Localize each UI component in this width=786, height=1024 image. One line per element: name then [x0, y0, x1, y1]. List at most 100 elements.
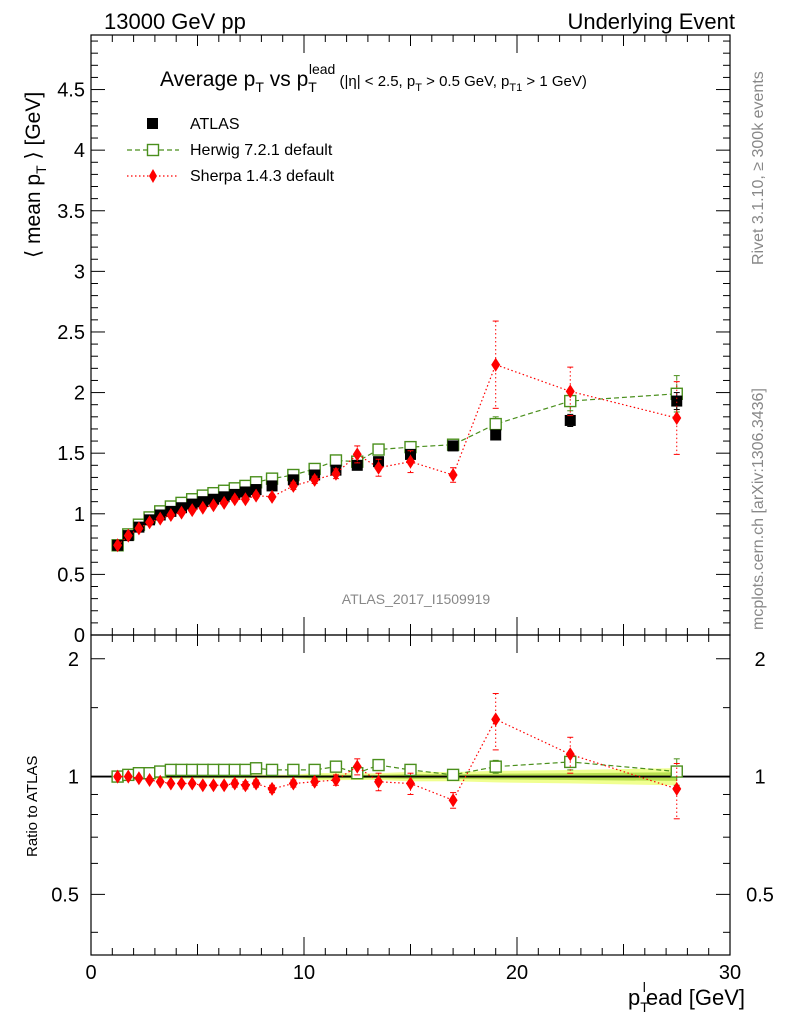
legend-entry-sherpa: Sherpa 1.4.3 default	[127, 168, 335, 185]
point-sherpa	[177, 776, 187, 791]
xtick-label: 0	[85, 962, 96, 984]
point-herwig	[164, 763, 178, 777]
point-herwig	[217, 763, 231, 777]
point-herwig	[372, 443, 385, 456]
point-sherpa	[145, 772, 155, 787]
point-sherpa	[219, 778, 229, 793]
point-sherpa	[134, 521, 144, 536]
ratio-ytick-label: 0.5	[51, 884, 79, 906]
main-x-axis	[90, 35, 731, 635]
ratio-y-axis: 0.5 0.5 1 1 2 2	[51, 649, 774, 933]
main-series-layer	[111, 320, 683, 553]
point-sherpa	[219, 495, 229, 510]
xlabel-sup: l	[643, 979, 646, 995]
xtick-label: 20	[506, 962, 528, 984]
point-sherpa	[240, 492, 250, 507]
series-atlas	[112, 392, 683, 551]
point-herwig	[329, 454, 343, 467]
main-ytick-label: 1	[74, 504, 85, 526]
main-ylabel-post: ⟩ [GeV]	[22, 92, 45, 166]
point-sherpa	[491, 712, 501, 727]
main-ylabel-pre: ⟨ mean p	[22, 174, 45, 258]
point-atlas	[266, 480, 278, 492]
xlabel-sub: T	[640, 999, 649, 1015]
point-sherpa	[672, 781, 682, 796]
point-sherpa	[208, 778, 218, 793]
point-atlas	[405, 448, 416, 460]
title-sub1: T	[255, 79, 264, 95]
rivet-label: Rivet 3.1.10, ≥ 300k events	[750, 71, 767, 265]
point-atlas	[351, 459, 363, 471]
main-y-axis: 0 0.5 1 1.5 2 2.5 3 3.5 4 4.5	[57, 40, 730, 647]
series-sherpa	[113, 320, 682, 553]
xlabel-post: ead [GeV]	[646, 985, 745, 1010]
series-sherpa	[113, 693, 682, 820]
ratio-ytick-label-right: 1	[754, 767, 765, 789]
point-sherpa	[672, 411, 682, 426]
legend-label-atlas: ATLAS	[190, 116, 240, 133]
main-ytick-label: 4.5	[57, 80, 85, 102]
main-ytick-label: 0.5	[57, 564, 85, 586]
point-herwig	[446, 768, 460, 782]
main-ytick-label: 3	[74, 261, 85, 283]
xlabel-pre: p	[628, 985, 640, 1010]
point-sherpa	[491, 357, 501, 372]
legend-label-herwig: Herwig 7.2.1 default	[190, 142, 333, 159]
point-sherpa	[288, 478, 298, 493]
title-cuts-sub-a: T	[415, 82, 422, 94]
analysis-id-label: ATLAS_2017_I1509919	[342, 591, 491, 607]
ratio-x-axis: 0 10 20 30	[85, 635, 741, 984]
point-sherpa	[123, 528, 133, 543]
point-herwig	[308, 763, 321, 777]
point-atlas	[239, 486, 251, 498]
point-sherpa	[352, 759, 362, 774]
point-sherpa	[230, 492, 240, 507]
point-herwig	[207, 763, 220, 777]
point-sherpa	[448, 468, 458, 482]
ratio-ytick-label-right: 2	[754, 649, 765, 671]
point-herwig	[265, 763, 279, 777]
legend-marker-sherpa	[149, 169, 157, 183]
point-sherpa	[134, 771, 144, 786]
point-herwig	[249, 762, 263, 775]
point-atlas	[564, 414, 576, 426]
legend-entry-atlas: ATLAS	[147, 116, 240, 133]
point-sherpa	[208, 498, 218, 513]
point-sherpa	[331, 772, 341, 787]
point-sherpa	[565, 384, 575, 399]
xtick-label: 30	[719, 962, 741, 984]
point-sherpa	[374, 460, 384, 475]
ratio-ylabel: Ratio to ATLAS	[24, 756, 41, 857]
point-sherpa	[123, 769, 133, 784]
main-ytick-label: 3.5	[57, 201, 85, 223]
point-sherpa	[406, 776, 415, 791]
main-ylabel-sub: T	[33, 165, 49, 174]
point-herwig	[228, 763, 241, 777]
point-sherpa	[288, 776, 298, 791]
point-sherpa	[187, 776, 197, 791]
point-sherpa	[166, 508, 176, 522]
title-cuts-c: > 1 GeV)	[522, 73, 587, 90]
point-sherpa	[251, 776, 261, 791]
main-ytick-label: 2	[74, 383, 85, 405]
point-sherpa	[331, 466, 341, 481]
point-sherpa	[310, 472, 320, 487]
title-main: Average p	[160, 68, 255, 91]
point-sherpa	[198, 500, 208, 515]
point-atlas	[447, 440, 459, 452]
ratio-series-layer	[111, 693, 683, 820]
legend-marker-herwig	[146, 143, 160, 157]
main-ytick-label: 0	[74, 625, 85, 647]
main-ytick-label: 1.5	[57, 443, 85, 465]
point-herwig	[489, 760, 502, 773]
point-sherpa	[230, 776, 240, 791]
point-herwig	[372, 758, 385, 772]
point-sherpa	[177, 505, 187, 520]
series-line-sherpa	[117, 363, 677, 546]
point-herwig	[196, 763, 210, 777]
header-left-label: 13000 GeV pp	[104, 9, 246, 34]
legend-entry-herwig: Herwig 7.2.1 default	[127, 142, 333, 159]
point-sherpa	[251, 488, 261, 503]
point-herwig	[287, 763, 300, 777]
